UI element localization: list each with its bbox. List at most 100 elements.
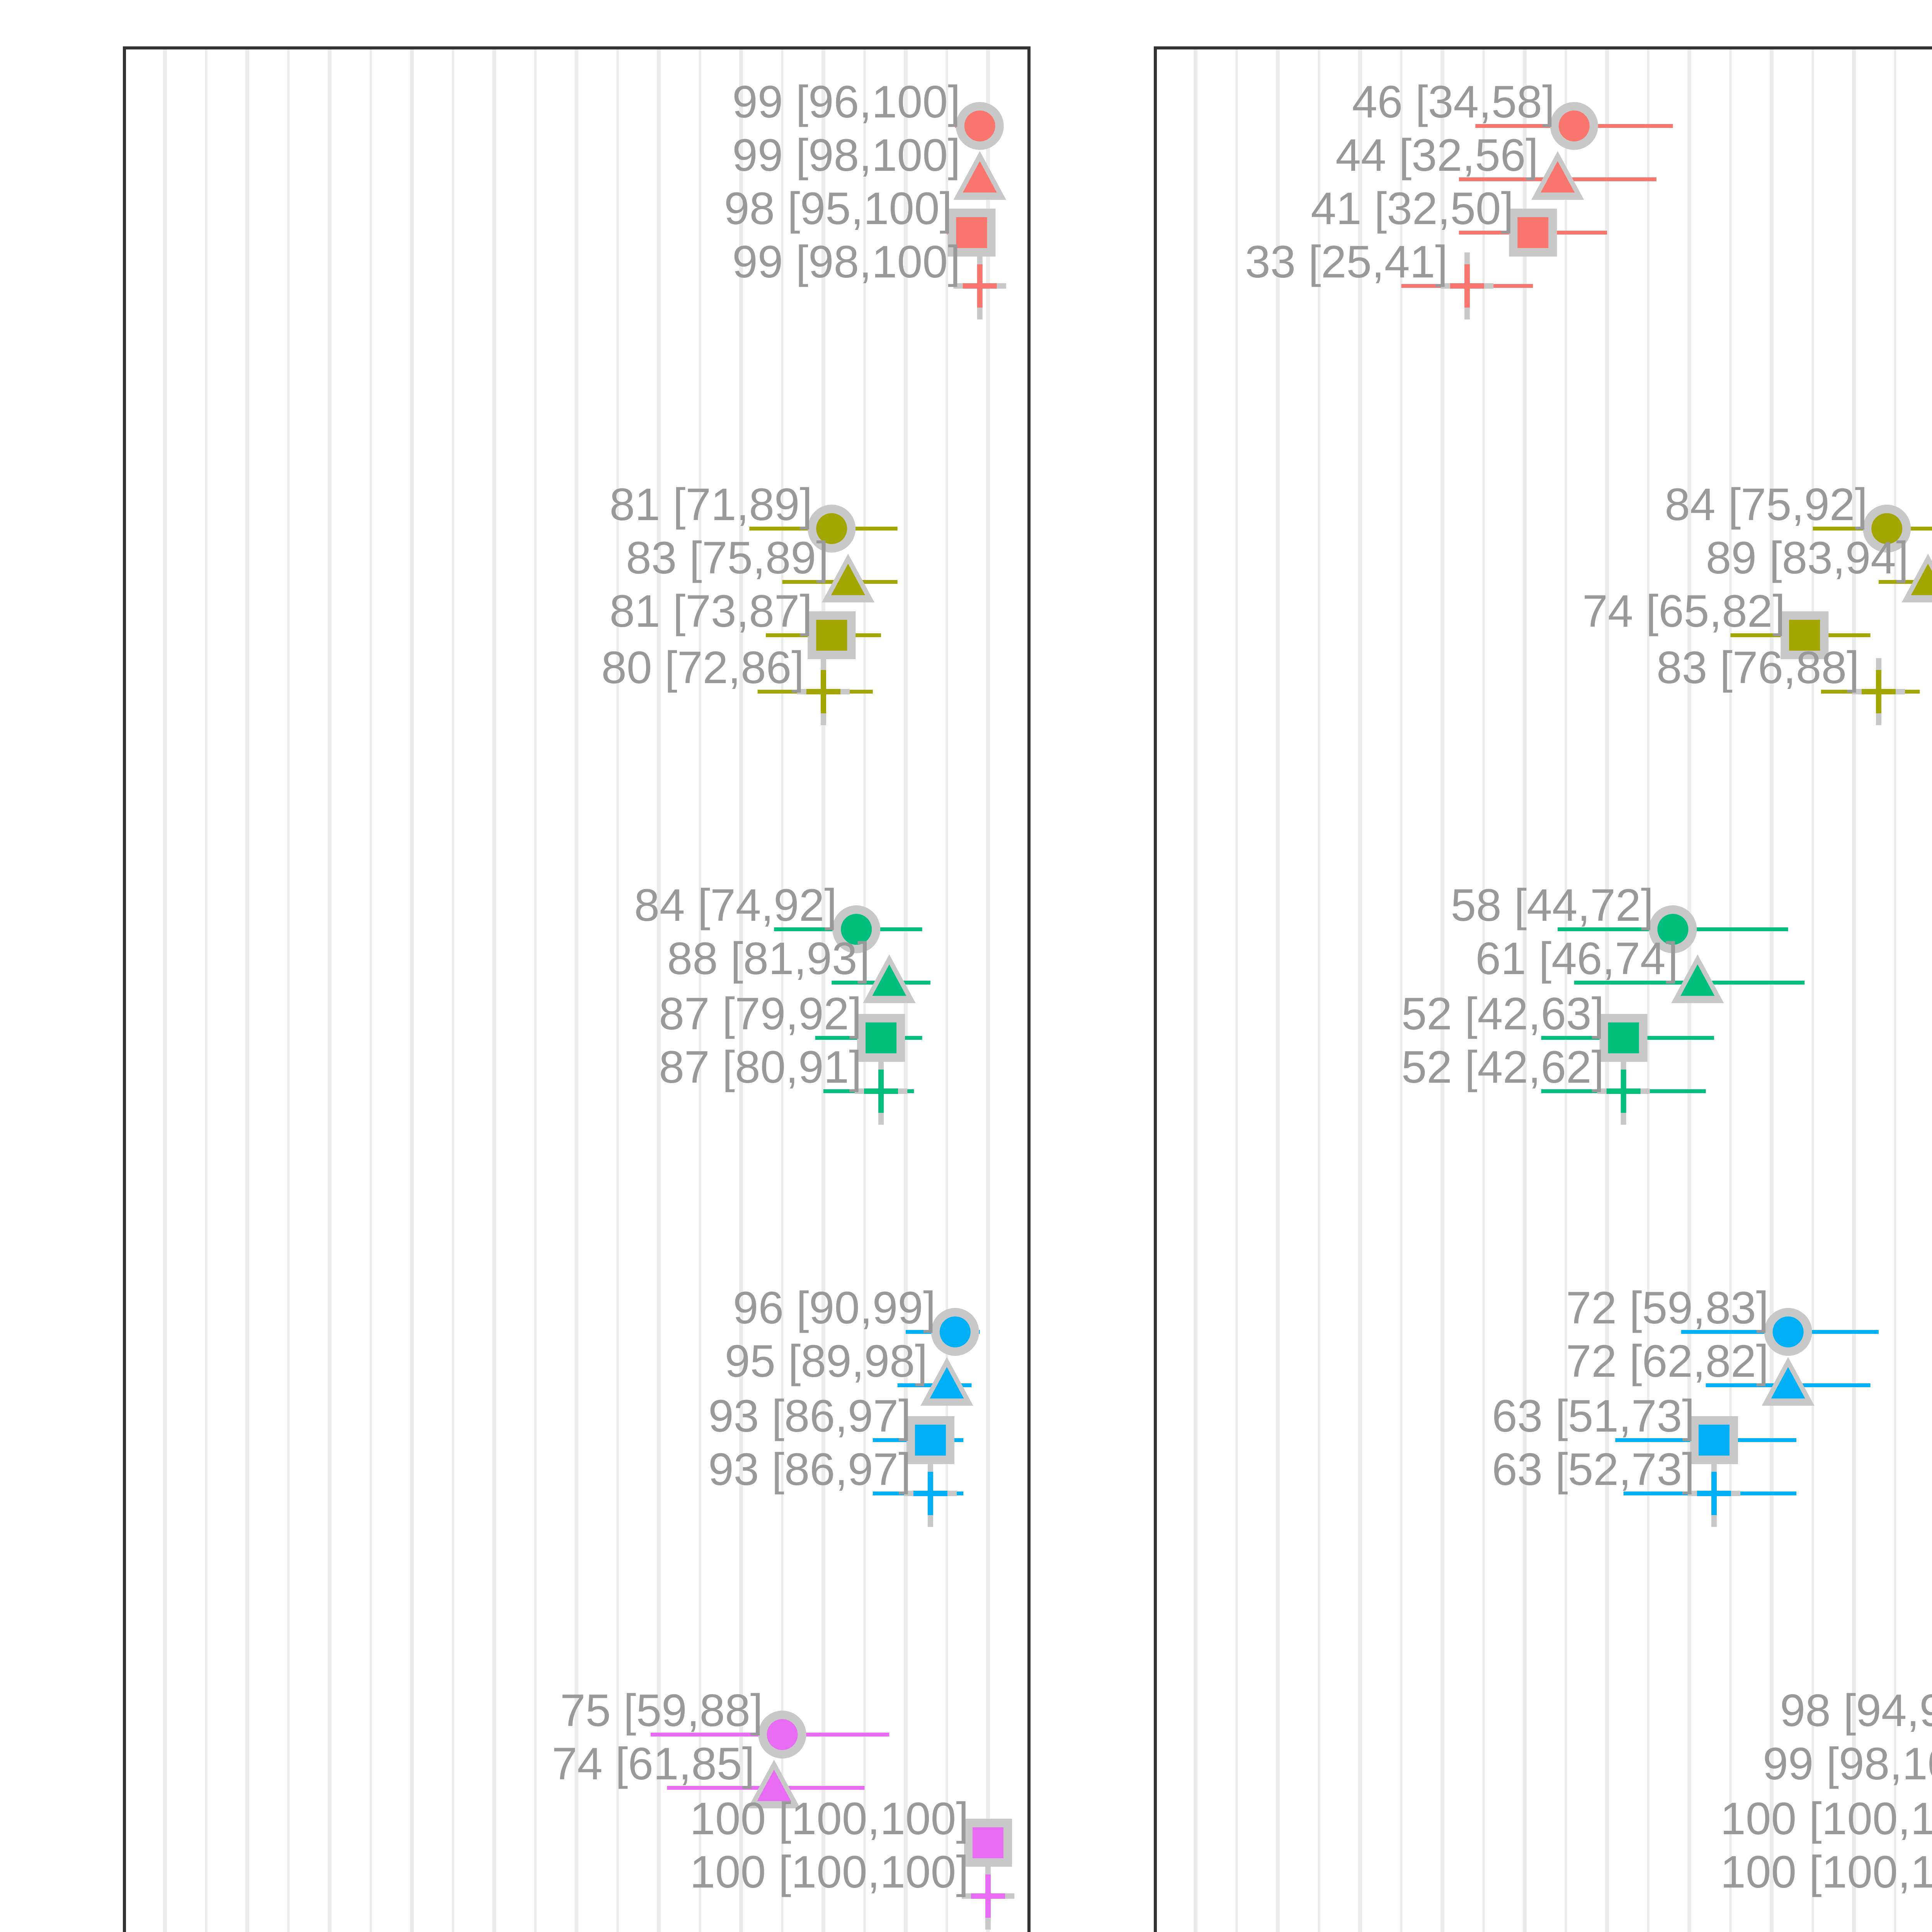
marker-circle (1772, 1316, 1804, 1347)
marker-triangle (757, 1769, 791, 1801)
marker-circle (1657, 914, 1689, 945)
estimate-label: 33 [25,41] (1245, 236, 1448, 287)
estimate-row: 93 [86,97] (708, 1444, 964, 1527)
estimate-row: 52 [42,63] (1401, 988, 1714, 1062)
estimate-row: 72 [62,82] (1566, 1336, 1871, 1406)
estimate-label: 52 [42,63] (1401, 988, 1604, 1039)
estimate-row: 96 [90,99] (733, 1282, 980, 1356)
marker-triangle (930, 1367, 964, 1399)
estimate-label: 81 [71,89] (609, 479, 812, 530)
estimate-label: 74 [65,82] (1582, 586, 1785, 637)
estimate-row: 33 [25,41] (1245, 236, 1533, 320)
marker-square (915, 1425, 946, 1456)
estimate-label: 61 [46,74] (1475, 933, 1678, 984)
estimate-row: 87 [80,91] (659, 1042, 914, 1125)
estimate-label: 84 [74,92] (634, 880, 837, 931)
estimate-label: 41 [32,50] (1311, 183, 1514, 234)
estimate-row: 89 [83,94] (1706, 532, 1932, 603)
marker-triangle (1541, 161, 1575, 193)
estimate-label: 88 [81,93] (667, 933, 870, 984)
estimate-label: 63 [51,73] (1492, 1391, 1695, 1442)
marker-square (866, 1022, 897, 1053)
estimate-label: 99 [98,100] (732, 130, 961, 181)
estimate-label: 93 [86,97] (708, 1444, 911, 1495)
estimate-label: 98 [95,100] (724, 183, 952, 234)
estimate-label: 72 [62,82] (1566, 1336, 1769, 1387)
estimate-row: 100 [100,100] (690, 1847, 1015, 1930)
estimate-label: 80 [72,86] (601, 642, 804, 693)
estimate-label: 87 [80,91] (659, 1042, 862, 1093)
estimate-label: 44 [32,56] (1335, 130, 1538, 181)
marker-triangle (963, 161, 997, 193)
estimate-label: 83 [75,89] (626, 532, 829, 583)
estimate-label: 98 [94,99] (1780, 1685, 1932, 1736)
estimate-row: 83 [76,88] (1656, 642, 1920, 725)
marker-triangle (831, 563, 865, 595)
marker-circle (1871, 513, 1903, 544)
estimate-row: 84 [75,92] (1665, 479, 1932, 553)
estimate-label: 87 [79,92] (659, 988, 862, 1039)
estimate-row: 88 [81,93] (667, 933, 930, 1003)
estimate-row: 58 [44,72] (1451, 880, 1788, 953)
estimate-label: 52 [42,62] (1401, 1042, 1604, 1093)
estimate-label: 83 [76,88] (1656, 642, 1859, 693)
estimate-label: 100 [100,100] (1720, 1847, 1932, 1898)
estimate-row: 61 [46,74] (1475, 933, 1805, 1003)
marker-circle (767, 1719, 798, 1750)
estimate-row: 63 [52,73] (1492, 1444, 1796, 1527)
marker-square (1698, 1425, 1730, 1456)
estimate-row: 100 [100,100] (1720, 1847, 1932, 1898)
marker-circle (964, 111, 995, 141)
marker-square (816, 620, 847, 651)
marker-circle (1558, 111, 1590, 141)
marker-square (1517, 217, 1549, 248)
marker-circle (939, 1316, 971, 1347)
panel-border (1154, 46, 1932, 1932)
estimate-label: 72 [59,83] (1566, 1282, 1769, 1333)
estimate-row: 52 [42,62] (1401, 1042, 1706, 1125)
estimate-row: 98 [95,100] (724, 183, 996, 257)
estimate-row: 84 [74,92] (634, 880, 922, 953)
estimate-row: 72 [59,83] (1566, 1282, 1879, 1356)
estimate-row: 81 [73,87] (609, 586, 881, 659)
estimate-label: 100 [100,100] (690, 1793, 969, 1844)
estimate-label: 81 [73,87] (609, 586, 812, 637)
marker-square (956, 217, 987, 248)
estimate-row: 75 [59,88] (560, 1685, 889, 1759)
estimate-row: 99 [98,100] (732, 236, 1006, 320)
estimate-row: 99 [98,100] (732, 130, 1006, 200)
marker-square (973, 1827, 1003, 1858)
estimate-label: 99 [98,100] (1763, 1738, 1932, 1789)
estimate-row: 87 [79,92] (659, 988, 922, 1062)
marker-triangle (872, 964, 906, 996)
estimate-label: 58 [44,72] (1451, 880, 1653, 931)
estimate-row: 81 [71,89] (609, 479, 898, 553)
estimate-label: 100 [100,100] (690, 1847, 969, 1898)
estimate-row: 100 [100,100] (690, 1793, 1012, 1867)
estimate-label: 96 [90,99] (733, 1282, 936, 1333)
estimate-row: 74 [65,82] (1582, 586, 1871, 659)
estimate-row: 41 [32,50] (1311, 183, 1607, 257)
estimate-row: 44 [32,56] (1335, 130, 1656, 200)
marker-circle (816, 513, 847, 544)
estimate-label: 99 [98,100] (732, 236, 961, 287)
estimate-row: 98 [94,99] (1780, 1685, 1932, 1736)
marker-triangle (1680, 964, 1715, 996)
estimate-label: 63 [52,73] (1492, 1444, 1695, 1495)
estimate-row: 74 [61,85] (552, 1738, 865, 1809)
estimate-label: 84 [75,92] (1665, 479, 1867, 530)
estimate-label: 95 [89,98] (725, 1336, 928, 1387)
estimate-row: 99 [96,100] (732, 77, 1004, 150)
marker-square (1789, 620, 1820, 651)
estimate-label: 74 [61,85] (552, 1738, 755, 1789)
marker-triangle (1911, 563, 1932, 595)
panel-specificity: 0102030405060708090100Specificity46 [34,… (1154, 46, 1932, 1932)
estimate-row: 46 [34,58] (1352, 77, 1673, 150)
estimate-row: 63 [51,73] (1492, 1391, 1796, 1464)
estimate-row: 95 [89,98] (725, 1336, 973, 1406)
panel-sensitivity: 0102030405060708090100Sensitivity99 [96,… (123, 46, 1031, 1932)
marker-square (1608, 1022, 1639, 1053)
marker-triangle (1771, 1367, 1805, 1399)
panel-background (1155, 48, 1932, 1932)
